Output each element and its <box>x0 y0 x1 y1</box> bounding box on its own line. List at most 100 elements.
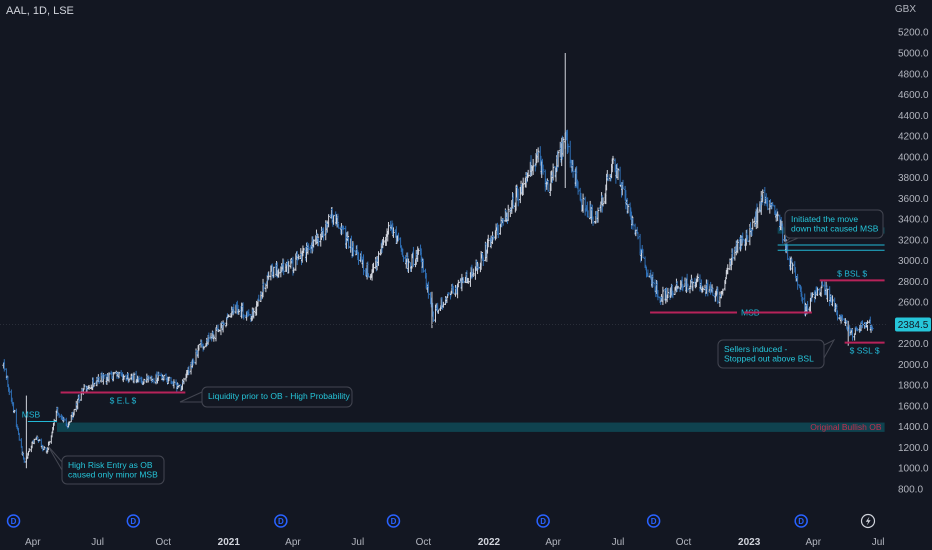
ohlc-bar <box>397 232 400 242</box>
dividend-marker[interactable]: D <box>794 514 808 528</box>
ohlc-bar <box>262 282 265 292</box>
level-label: MSB <box>22 410 41 420</box>
ohlc-bar <box>601 197 605 207</box>
y-tick-label: 1400.0 <box>898 422 929 433</box>
ohlc-bar <box>346 231 350 241</box>
ohlc-bar <box>799 286 803 297</box>
ohlc-bar <box>152 377 156 384</box>
ohlc-bar <box>618 166 622 186</box>
ohlc-bar <box>861 320 864 329</box>
y-tick-label: 3400.0 <box>898 215 929 226</box>
x-tick-label: Apr <box>25 537 41 548</box>
ohlc-bar <box>801 297 804 304</box>
dividend-marker[interactable]: D <box>274 514 288 528</box>
ohlc-bar <box>302 248 305 254</box>
callout-text: Liquidity prior to OB - High Probability <box>208 391 350 401</box>
ohlc-bar <box>776 211 779 222</box>
ohlc-bar <box>452 285 455 294</box>
dividend-marker[interactable]: D <box>6 514 21 528</box>
ohlc-bar <box>77 394 81 404</box>
ohlc-bar <box>756 207 759 229</box>
ohlc-bar <box>67 420 71 426</box>
ohlc-bar <box>50 432 54 438</box>
level-line[interactable]: $ SSL $ <box>844 341 885 356</box>
currency-label: GBX <box>894 4 916 15</box>
order-block-zone[interactable]: Original Bullish OB <box>57 422 885 432</box>
ohlc-bar <box>162 374 166 381</box>
ohlc-bar <box>556 151 559 172</box>
ohlc-bar <box>751 218 754 230</box>
x-tick-label: Jul <box>91 537 104 548</box>
ohlc-bar <box>641 248 645 259</box>
svg-text:D: D <box>278 517 284 526</box>
ohlc-bar <box>616 168 620 180</box>
time-axis[interactable]: Apr Jul Oct 2021 Apr Jul Oct 2022 Apr Jul Oct 2023 A… <box>6 514 885 548</box>
dividend-marker[interactable]: D <box>536 514 550 528</box>
ohlc-bar <box>23 457 26 463</box>
ohlc-bar <box>172 379 176 389</box>
price-axis[interactable]: 800.0 1000.0 1200.0 1400.0 1600.0 1800.0 2000.… <box>898 28 929 496</box>
y-tick-label: 2800.0 <box>898 277 929 288</box>
ohlc-bar <box>551 163 555 181</box>
level-label: $ BSL $ <box>837 268 867 278</box>
x-tick-label: Oct <box>416 537 432 548</box>
ohlc-bar <box>541 164 545 175</box>
ohlc-bar <box>127 377 131 383</box>
ohlc-bar <box>296 250 299 266</box>
ohlc-bar <box>137 375 141 383</box>
callout-note[interactable]: Liquidity prior to OB - High Probability <box>179 386 353 408</box>
ohlc-bar <box>437 309 440 314</box>
ohlc-bar <box>487 234 490 248</box>
x-tick-label: 2023 <box>738 537 761 548</box>
ohlc-bar <box>710 284 714 293</box>
ohlc-bar <box>142 378 146 384</box>
svg-text:D: D <box>651 517 657 526</box>
ohlc-bar <box>741 232 744 243</box>
ohlc-bar <box>736 239 739 254</box>
level-line[interactable]: $ BSL $ <box>819 268 885 282</box>
dividend-marker[interactable]: D <box>126 514 141 528</box>
ohlc-bar <box>87 384 91 390</box>
y-tick-label: 2200.0 <box>898 339 929 350</box>
y-tick-label: 3800.0 <box>898 173 929 184</box>
ohlc-bar <box>871 326 874 331</box>
level-line[interactable]: MSB <box>650 308 760 318</box>
level-line[interactable]: $ E.L $ <box>60 391 186 405</box>
ohlc-bar <box>507 204 510 222</box>
dividend-marker[interactable]: D <box>646 514 661 528</box>
y-tick-label: 2600.0 <box>898 298 929 309</box>
ohlc-bar <box>407 258 410 274</box>
ohlc-bar <box>57 413 61 419</box>
y-tick-label: 4400.0 <box>898 111 929 122</box>
level-label: $ SSL $ <box>850 346 880 356</box>
ohlc-bar <box>561 137 565 157</box>
ohlc-bar <box>800 293 804 302</box>
ohlc-bar <box>252 307 255 319</box>
ohlc-bar <box>696 273 700 282</box>
y-tick-label: 4200.0 <box>898 132 929 143</box>
ohlc-bar <box>811 292 814 298</box>
callout-note[interactable]: Sellers induced -Stopped out above BSL <box>717 338 836 369</box>
ohlc-bar <box>307 243 310 251</box>
ohlc-bar <box>569 140 572 168</box>
ohlc-bar <box>71 411 74 420</box>
ohlc-bar <box>584 196 587 216</box>
y-tick-label: 1800.0 <box>898 381 929 392</box>
x-tick-label: Jul <box>612 537 625 548</box>
ohlc-bar <box>257 294 260 301</box>
ohlc-bar <box>332 215 335 225</box>
x-tick-label: Apr <box>285 537 301 548</box>
level-line[interactable]: MSB <box>22 410 58 423</box>
ohlc-bar <box>836 310 839 321</box>
ohlc-bar <box>197 344 201 351</box>
ohlc-bar <box>316 233 320 247</box>
ohlc-bar <box>609 173 613 182</box>
lightning-icon[interactable] <box>860 513 876 529</box>
current-price-badge: 2384.5 <box>0 317 931 332</box>
ohlc-bar <box>327 214 330 228</box>
dividend-marker[interactable]: D <box>386 514 401 528</box>
level-label: $ E.L $ <box>110 395 137 405</box>
